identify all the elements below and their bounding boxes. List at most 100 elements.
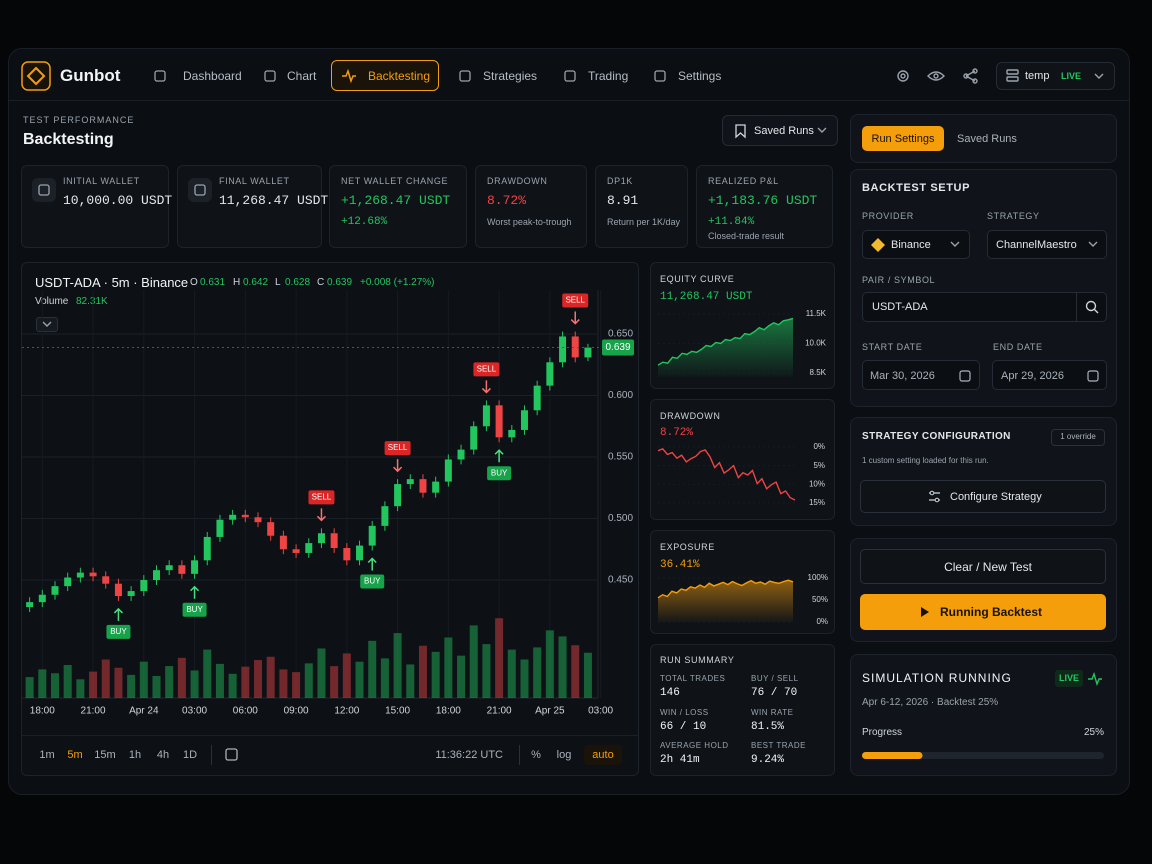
volume-bar [380, 658, 389, 698]
bookmark-icon [735, 124, 746, 139]
play-icon [921, 607, 929, 617]
candle-body [495, 405, 503, 438]
provider-value: Binance [891, 239, 931, 251]
account-name: temp [1025, 70, 1050, 82]
candle-body [165, 565, 173, 571]
progress-track [862, 752, 1104, 759]
y-tick-label: 50% [812, 595, 828, 604]
timeframe[interactable]: 1m [39, 749, 55, 761]
saved-runs-button[interactable] [722, 115, 838, 146]
volume-value: 82.31K [76, 296, 108, 307]
run-button[interactable] [860, 594, 1106, 630]
signal-badge [487, 466, 512, 481]
x-tick-label: 15:00 [385, 706, 410, 717]
configure-button[interactable] [860, 480, 1106, 513]
tab-active[interactable] [862, 126, 944, 151]
candle-body [533, 385, 541, 411]
signal-label: BUY [110, 627, 127, 636]
pair-input[interactable] [862, 292, 1107, 322]
candle-body [292, 549, 300, 553]
y-tick-label: 0.550 [608, 452, 633, 463]
icon [264, 70, 276, 82]
clear-button[interactable] [860, 549, 1106, 584]
summary-value: 76 / 70 [751, 687, 798, 699]
nav-item[interactable]: Chart [287, 69, 317, 83]
candle-body [38, 594, 46, 603]
volume-bar [127, 674, 136, 698]
tab: Run Settings [871, 133, 935, 145]
calendar-icon [959, 370, 971, 382]
nav-item[interactable]: Settings [678, 69, 722, 83]
candle-body [279, 535, 287, 550]
timeframe[interactable]: 4h [156, 749, 170, 761]
signal-label: SELL [477, 365, 497, 374]
volume-bar [330, 666, 339, 698]
mini-subtitle: 36.41% [660, 559, 700, 571]
x-tick-label: 21:00 [487, 706, 512, 717]
mini-title: EQUITY CURVE [660, 274, 735, 284]
candle-body [368, 525, 376, 546]
start-date-input[interactable] [862, 360, 980, 390]
mini-title: DRAWDOWN [660, 411, 721, 421]
nav-tools[interactable] [897, 68, 1104, 84]
logo [21, 61, 51, 91]
timeframe[interactable]: 1h [128, 749, 142, 761]
signal-badge [182, 602, 207, 617]
timeframe[interactable]: 15m [94, 749, 116, 761]
strategy-select[interactable] [987, 230, 1107, 259]
candle-body [444, 459, 452, 482]
volume-bar [279, 669, 288, 698]
volume-label: Volume [35, 296, 69, 307]
progress-label: Progress [862, 727, 903, 738]
signal-label: SELL [565, 296, 585, 305]
volume-bar [63, 665, 72, 698]
x-tick-label: 18:00 [436, 706, 461, 717]
signal-label: SELL [388, 443, 408, 452]
timeframe[interactable]: 1D [182, 749, 198, 761]
signal-badge [360, 574, 385, 589]
volume-bar [304, 663, 313, 698]
nav-item[interactable]: Strategies [483, 69, 538, 83]
volume-bar [368, 640, 377, 698]
candle-body [520, 410, 528, 430]
provider-select[interactable] [862, 230, 970, 259]
candle-body [153, 570, 161, 580]
stat-card [329, 165, 467, 248]
signal-label: BUY [491, 468, 508, 477]
field-label: PAIR / SYMBOL [862, 275, 936, 285]
ohlc-value: 0.631 [200, 277, 226, 288]
candle-body [571, 336, 579, 358]
scale-option[interactable]: log [556, 749, 572, 761]
scale-option[interactable]: % [531, 749, 541, 761]
field-label: END DATE [993, 342, 1043, 352]
account-select[interactable] [996, 62, 1115, 90]
x-tick-label: 18:00 [30, 706, 55, 717]
y-tick-label: 11.5K [806, 309, 827, 318]
candle-body [127, 591, 135, 596]
stat-label: REALIZED P&L [708, 176, 779, 186]
candle-body [406, 479, 414, 485]
page-title: Backtesting [23, 131, 114, 148]
x-tick-label: 09:00 [284, 706, 309, 717]
sliders-icon [929, 490, 935, 496]
calendar-icon [1087, 370, 1099, 382]
volume-bar [583, 652, 592, 698]
summary-value: 2h 41m [660, 754, 700, 766]
tab[interactable]: Saved Runs [957, 133, 1017, 145]
price-change: +0.008 (+1.27%) [360, 277, 435, 288]
nav-item[interactable]: Backtesting [368, 69, 431, 83]
exchange-icon [871, 238, 885, 252]
y-tick-label: 0% [813, 442, 825, 451]
timeframe[interactable]: 5m [67, 749, 83, 761]
indicator-toggle[interactable] [36, 317, 58, 332]
candle-body [330, 533, 338, 549]
nav-item[interactable]: Dashboard [183, 69, 242, 83]
signal-label: SELL [312, 492, 332, 501]
scale-active-bg [584, 745, 622, 765]
scale-option[interactable]: auto [592, 749, 614, 761]
summary-label: WIN RATE [751, 708, 794, 717]
candle-body [254, 517, 262, 523]
summary-label: BUY / SELL [751, 674, 799, 683]
nav-item[interactable]: Trading [588, 69, 629, 83]
